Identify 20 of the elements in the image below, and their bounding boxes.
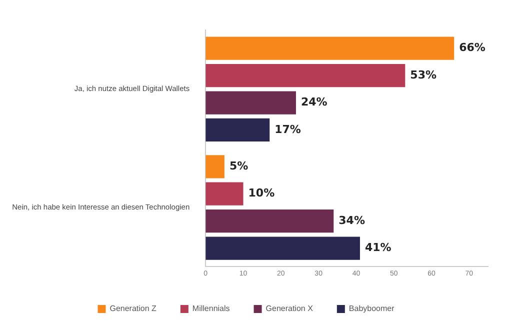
- bar: [206, 36, 454, 60]
- data-label: 10%: [248, 186, 275, 200]
- legend-label: Millennials: [192, 304, 230, 314]
- bar: [206, 91, 296, 114]
- bar: [206, 236, 360, 260]
- data-label: 66%: [459, 41, 486, 54]
- bar: [206, 155, 224, 178]
- bar: [206, 118, 270, 142]
- data-label: 34%: [338, 214, 365, 227]
- data-label: 53%: [410, 68, 437, 82]
- bar: [206, 64, 406, 88]
- data-label: 24%: [300, 96, 328, 109]
- data-label: 5%: [229, 159, 248, 172]
- legend-label: Generation X: [266, 304, 314, 314]
- data-label: 17%: [274, 122, 301, 136]
- data-label: 41%: [364, 241, 392, 254]
- bar: [206, 182, 244, 206]
- bar: [206, 209, 334, 233]
- legend-label: Generation Z: [110, 304, 157, 314]
- legend-label: Babyboomer: [348, 304, 395, 314]
